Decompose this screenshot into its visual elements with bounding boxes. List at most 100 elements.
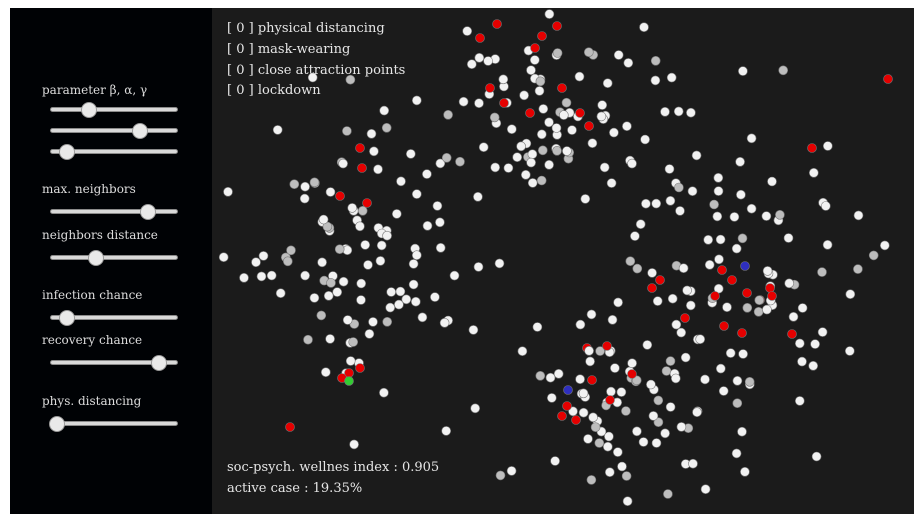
susceptible-agent [449,270,460,281]
susceptible-agent [740,466,750,477]
susceptible-agent [606,178,617,188]
susceptible-agent [597,100,608,110]
infected-agent [787,329,797,339]
susceptible-agent [732,375,743,386]
susceptible-agent [218,252,229,262]
recovered-agent [853,264,863,274]
susceptible-agent [345,356,356,366]
susceptible-agent [517,346,528,357]
susceptible-agent [266,270,277,281]
recovered-agent [381,123,392,133]
recovered-agent [625,256,636,266]
slider-beta[interactable] [50,102,178,118]
susceptible-agent [632,426,642,437]
toggle-lockdown: [ 0 ] lockdown [227,83,321,98]
susceptible-agent [642,340,653,350]
infected-agent [530,43,540,53]
susceptible-agent [435,243,446,253]
slider-thumb[interactable] [49,416,66,432]
susceptible-agent [412,95,422,106]
toggle-close-attraction-points: [ 0 ] close attraction points [227,63,406,78]
susceptible-agent [609,127,619,138]
susceptible-agent [635,219,646,229]
susceptible-agent [682,285,692,296]
toggle-state: 0 [236,83,245,98]
susceptible-agent [558,110,569,120]
slider-alpha[interactable] [50,123,178,139]
susceptible-agent [379,387,389,398]
simulation-canvas[interactable]: [ 0 ] physical distancing [ 0 ] mask-wea… [212,8,914,514]
slider-neighbors-distance[interactable] [50,250,178,266]
susceptible-agent [725,348,736,358]
slider-infection-chance[interactable] [50,310,178,326]
slider-gamma[interactable] [50,144,178,160]
susceptible-agent [258,251,269,261]
susceptible-agent [468,325,479,335]
slider-max-neighbors[interactable] [50,204,178,220]
infected-agent [355,143,365,153]
susceptible-agent [627,158,637,169]
susceptible-agent [638,437,649,447]
recovered-agent [744,376,755,387]
recovered-agent [674,182,684,193]
susceptible-agent [300,181,310,192]
susceptible-agent [808,360,819,371]
susceptible-agent [731,448,742,459]
susceptible-agent [680,352,691,363]
slider-thumb[interactable] [80,102,97,118]
susceptible-agent [666,72,677,83]
susceptible-agent [810,339,820,349]
susceptible-agent [762,266,773,276]
infected-agent [562,401,572,411]
slider-thumb[interactable] [140,204,157,220]
recovered-agent [535,76,546,87]
susceptible-agent [665,402,676,412]
recovered-agent [441,153,452,163]
susceptible-agent [735,157,745,167]
recovered-agent [754,295,765,306]
susceptible-agent [567,125,577,135]
susceptible-agent [338,158,348,169]
slider-thumb[interactable] [151,355,168,371]
susceptible-agent [474,98,484,108]
recovered-agent [443,110,453,120]
susceptible-agent [299,193,310,204]
recovered-agent [382,316,392,327]
slider-recovery-chance[interactable] [50,355,178,371]
susceptible-agent [599,162,610,173]
slider-thumb[interactable] [59,310,76,326]
slider-thumb[interactable] [59,144,76,160]
susceptible-agent [394,299,404,310]
susceptible-agent [526,157,536,168]
susceptible-agent [583,434,593,444]
infected-agent [557,83,567,93]
susceptible-agent [797,356,807,367]
recovered-agent [665,356,676,366]
susceptible-agent [678,263,689,274]
recovered-agent [663,489,673,499]
susceptible-agent [223,187,233,197]
susceptible-agent [317,257,327,268]
recovered-agent [552,146,562,156]
susceptible-agent [660,107,670,117]
susceptible-agent [879,240,890,251]
slider-thumb[interactable] [132,123,149,139]
simulation-app: parameter β, α, γ max. neighbors neighbo… [10,8,914,514]
recovered-agent [309,177,320,188]
susceptible-agent [627,358,637,369]
susceptible-agent [695,334,706,345]
recovered-agent [778,65,789,76]
susceptible-agent [369,146,379,157]
susceptible-agent [616,387,627,397]
susceptible-agent [704,259,715,270]
slider-thumb[interactable] [88,250,105,266]
slider-phys-distancing[interactable] [49,416,178,432]
susceptible-agent [718,386,729,396]
susceptible-agent [462,26,472,36]
susceptible-agent [364,329,375,339]
susceptible-agent [470,403,481,414]
susceptible-agent [820,201,831,211]
susceptible-agent [736,189,746,200]
toggle-label: mask-wearing [257,42,351,57]
infected-agent [285,422,295,432]
